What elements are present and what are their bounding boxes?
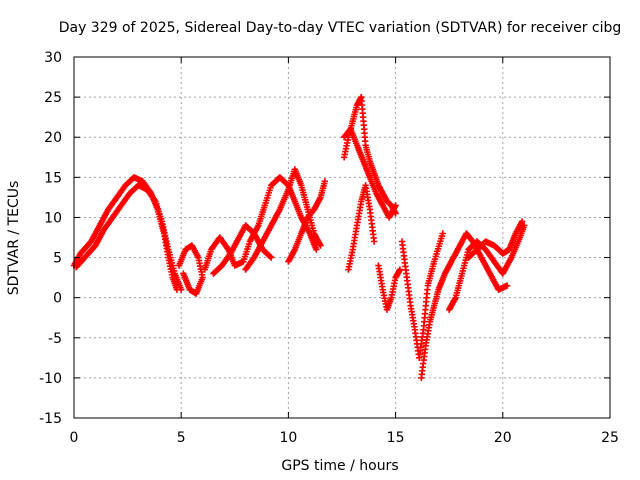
y-tick-label: 5 — [53, 251, 62, 267]
chart-title: Day 329 of 2025, Sidereal Day-to-day VTE… — [59, 20, 622, 36]
series-trace-8 — [340, 93, 399, 217]
data-point — [317, 242, 324, 249]
x-tick-label: 15 — [387, 430, 405, 446]
data-point — [392, 202, 399, 209]
data-point — [180, 270, 187, 277]
series-trace-7 — [285, 178, 329, 265]
series-trace-11 — [375, 262, 404, 313]
data-point — [370, 238, 378, 245]
series-trace-6 — [242, 166, 324, 273]
series-trace-5 — [210, 222, 275, 277]
grid — [74, 57, 610, 418]
series-trace-12 — [398, 230, 446, 362]
y-tick-label: -5 — [48, 331, 62, 347]
data-point — [396, 266, 404, 273]
y-tick-label: -15 — [39, 411, 62, 427]
y-tick-label: 25 — [44, 90, 62, 106]
series-trace-13 — [418, 230, 511, 382]
data-point — [267, 253, 274, 260]
x-tick-label: 10 — [279, 430, 297, 446]
series-trace-15 — [465, 218, 526, 261]
y-tick-label: 0 — [53, 291, 62, 307]
y-tick-label: -10 — [39, 371, 62, 387]
series-trace-14 — [446, 222, 528, 313]
data-layer — [70, 93, 528, 382]
x-tick-label: 0 — [70, 430, 79, 446]
series-trace-10 — [345, 182, 378, 273]
x-tick-label: 5 — [177, 430, 186, 446]
series-trace-2 — [72, 182, 185, 293]
ticks: 0 5 10 15 20 25 -15 -10 -5 0 5 10 15 20 25 30 — [39, 50, 619, 446]
y-tick-label: 20 — [44, 130, 62, 146]
data-point — [518, 218, 526, 225]
x-tick-label: 20 — [494, 430, 512, 446]
series-trace-9 — [340, 126, 399, 221]
y-tick-label: 15 — [44, 170, 62, 186]
x-tick-label: 25 — [601, 430, 619, 446]
y-tick-label: 10 — [44, 210, 62, 226]
plot-frame — [73, 56, 611, 419]
y-axis-title: SDTVAR / TECUs — [6, 181, 22, 296]
data-point — [268, 254, 275, 261]
data-point — [178, 286, 185, 293]
y-tick-label: 30 — [44, 50, 62, 66]
x-axis-title: GPS time / hours — [281, 458, 398, 474]
data-point — [439, 230, 446, 237]
data-point — [321, 178, 329, 185]
series-trace-3 — [175, 242, 206, 297]
data-point — [503, 282, 511, 289]
data-point — [313, 246, 320, 253]
